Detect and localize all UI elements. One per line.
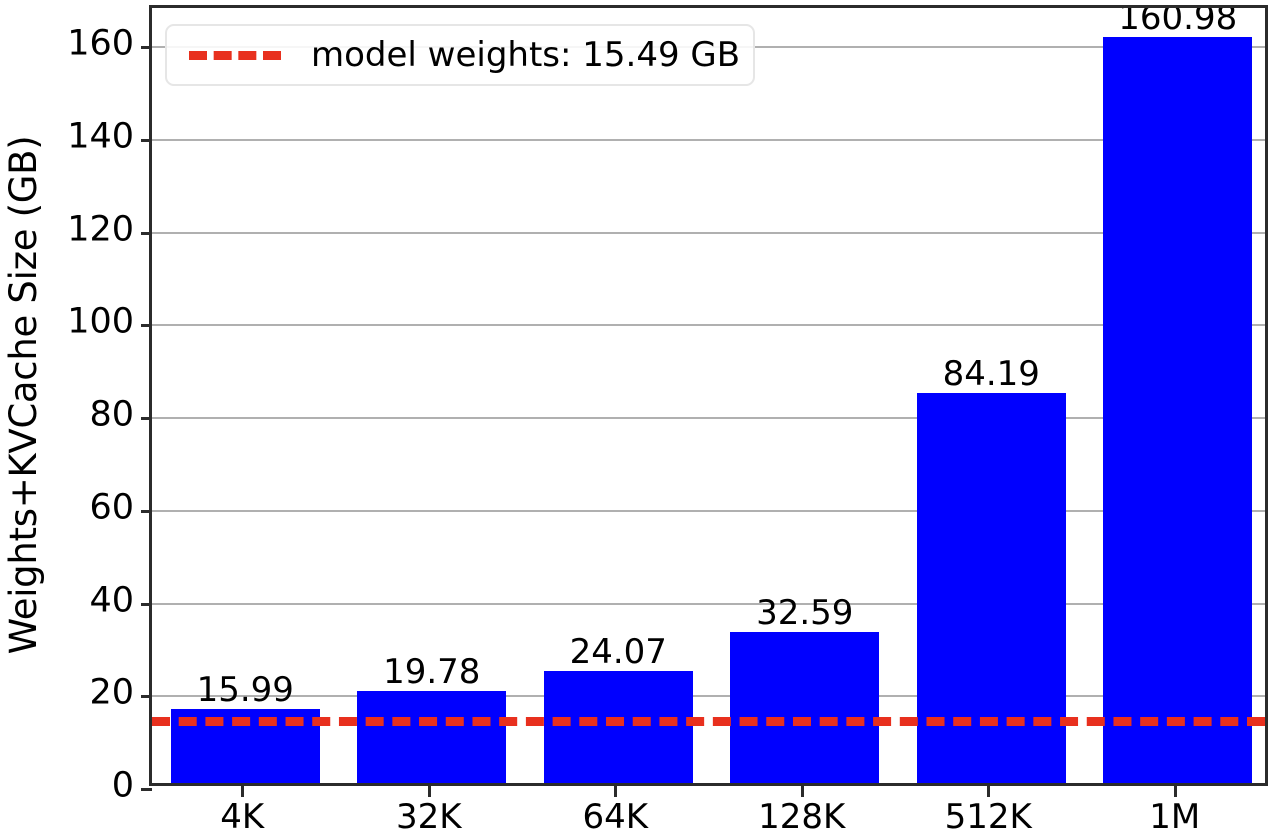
x-tick-label: 64K <box>582 797 649 837</box>
gridline <box>152 139 1265 142</box>
y-tick-mark <box>141 324 152 328</box>
y-tick-label: 40 <box>89 580 134 621</box>
gridline <box>152 417 1265 420</box>
y-tick-mark <box>141 46 152 50</box>
x-tick-mark <box>800 786 804 797</box>
y-tick-label: 140 <box>67 116 134 157</box>
x-tick-label: 1M <box>1149 797 1201 837</box>
gridline <box>152 602 1265 605</box>
bar[interactable] <box>1103 36 1253 783</box>
x-tick-label: 32K <box>395 797 462 837</box>
bar[interactable] <box>357 691 507 783</box>
gridline <box>152 231 1265 234</box>
legend-label: model weights: 15.49 GB <box>311 35 741 75</box>
y-tick-mark <box>141 417 152 421</box>
y-tick-label: 0 <box>111 765 134 806</box>
bar-value-label: 19.78 <box>383 652 481 693</box>
y-tick-label: 80 <box>89 394 134 435</box>
bar[interactable] <box>730 631 880 783</box>
y-axis-tick-labels: 0 20 40 60 80 100 120 140 160 <box>0 0 142 836</box>
bar-value-label: 160.98 <box>1118 8 1238 38</box>
gridline <box>152 324 1265 327</box>
y-tick-mark <box>141 231 152 235</box>
x-tick-mark <box>241 786 245 797</box>
y-tick-mark <box>141 695 152 699</box>
x-tick-mark <box>1173 786 1177 797</box>
y-tick-label: 60 <box>89 487 134 528</box>
bar-value-label: 24.07 <box>569 632 667 673</box>
model-weights-threshold-line <box>152 717 1265 727</box>
y-tick-mark <box>141 788 152 791</box>
y-tick-label: 160 <box>67 23 134 64</box>
plot-inner: 15.99 19.78 24.07 32.59 84.19 160.98 <box>152 8 1265 783</box>
x-tick-mark <box>427 786 431 797</box>
y-tick-label: 120 <box>67 209 134 250</box>
gridline <box>152 509 1265 512</box>
legend: model weights: 15.49 GB <box>165 24 755 86</box>
plot-area: 15.99 19.78 24.07 32.59 84.19 160.98 <box>141 5 1268 791</box>
x-tick-label: 128K <box>758 797 846 837</box>
x-tick-mark <box>614 786 618 797</box>
y-tick-mark <box>141 602 152 606</box>
y-tick-label: 20 <box>89 672 134 713</box>
x-tick-label: 512K <box>944 797 1032 837</box>
y-tick-label: 100 <box>67 301 134 342</box>
gridline <box>152 695 1265 698</box>
y-tick-mark <box>141 139 152 143</box>
x-tick-mark <box>987 786 991 797</box>
bar-value-label: 84.19 <box>942 353 1040 394</box>
legend-dashed-line-icon <box>189 50 281 60</box>
y-tick-mark <box>141 509 152 513</box>
bar-value-label: 32.59 <box>756 592 854 633</box>
bar-value-label: 15.99 <box>196 669 294 710</box>
x-tick-label: 4K <box>220 797 265 837</box>
bar[interactable] <box>543 671 693 783</box>
